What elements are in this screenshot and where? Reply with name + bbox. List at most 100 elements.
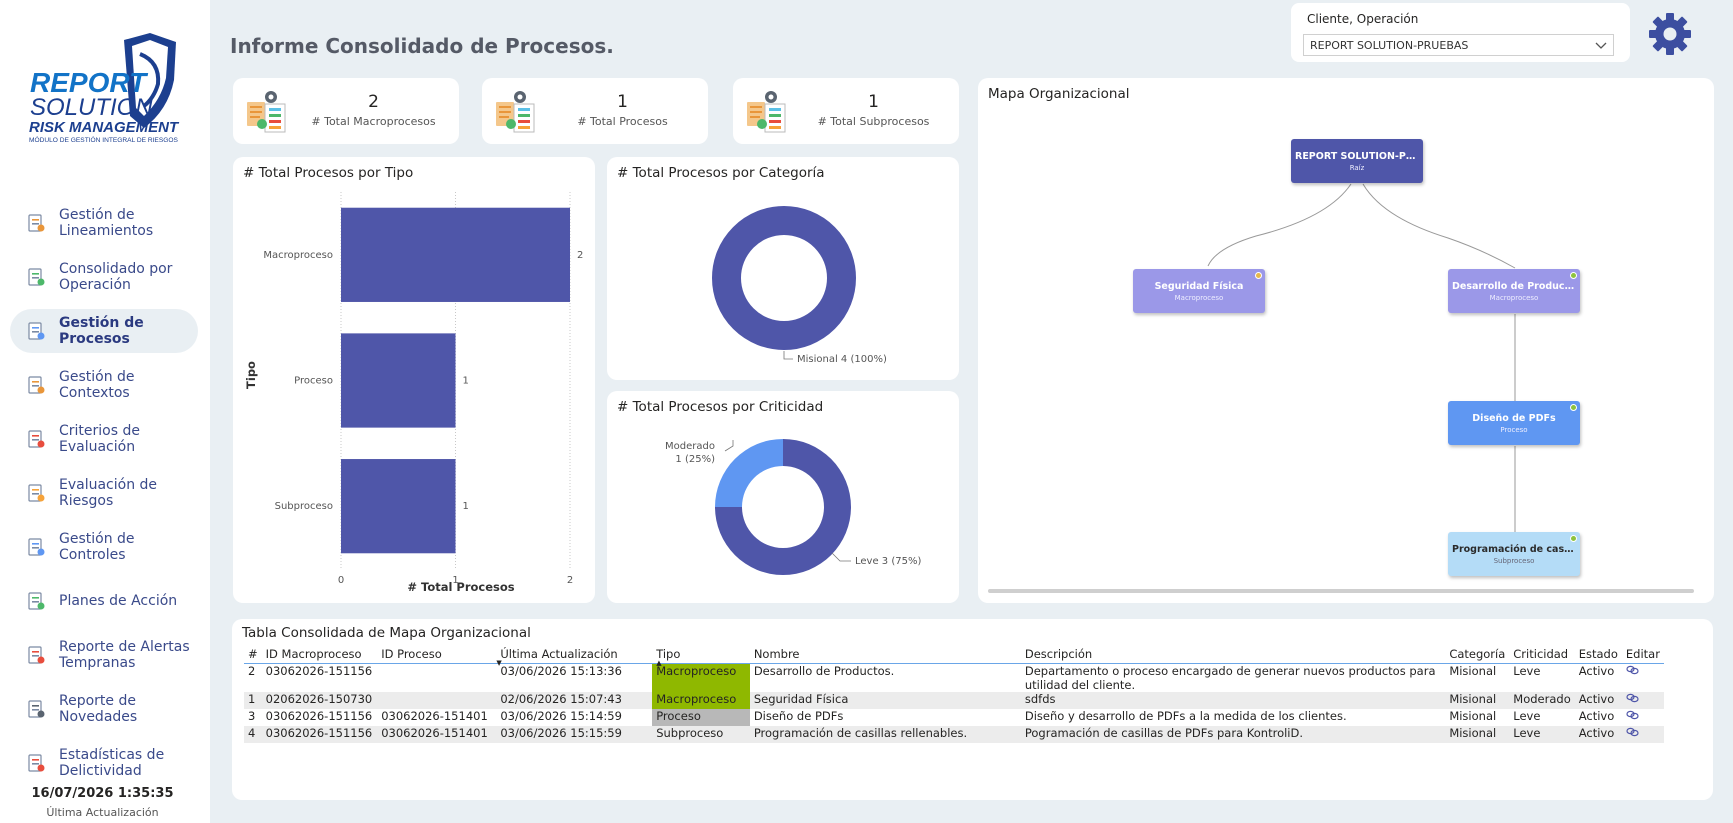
table-cell: 03062026-151156 (265, 663, 373, 678)
checklist-icon (28, 430, 45, 448)
x-axis-title: # Total Procesos (407, 580, 514, 594)
col-header-nombre[interactable]: Nombre (749, 646, 1021, 664)
table-row[interactable]: 1 02062026-150730 02/06/2026 15:07:43 Macro… (244, 691, 1664, 709)
table-cell: Leve (1509, 725, 1575, 743)
table-cell: Activo (1578, 708, 1615, 723)
status-dot (1570, 535, 1577, 542)
chart-card-tipo: # Total Procesos por Tipo 0 1 2 Macroproces… (233, 157, 595, 603)
bar-data-label: 2 (577, 250, 583, 261)
org-node-programacion-casillas[interactable]: Programación de casillas r... Subproceso (1448, 532, 1580, 576)
client-dropdown[interactable]: REPORT SOLUTION-PRUEBAS (1303, 34, 1614, 56)
org-node-subtitle: Subproceso (1493, 557, 1535, 565)
col-header-editar[interactable]: Editar (1621, 646, 1664, 664)
table-cell: 2 (248, 663, 256, 678)
sidebar-item-2[interactable]: Consolidado por Operación (10, 255, 198, 299)
leader-line (831, 552, 851, 562)
bar-macroproceso (341, 207, 570, 302)
col-header-id-proceso[interactable]: ID Proceso (377, 646, 497, 664)
status-dot (1570, 404, 1577, 411)
col-header-criticidad[interactable]: Criticidad (1509, 646, 1575, 664)
document-list-icon (28, 214, 45, 232)
table-cell: 03062026-151156 (261, 725, 378, 743)
donut-chart-criticidad: Leve 3 (75%) Moderado 1 (25%) (665, 439, 921, 575)
sidebar-item-1[interactable]: Gestión de Lineamientos (10, 201, 198, 245)
sidebar-item-label: Reporte de Alertas Tempranas (59, 639, 190, 671)
sidebar-item-6[interactable]: Evaluación de Riesgos (10, 471, 198, 515)
sidebar-item-5[interactable]: Criterios de Evaluación (10, 417, 198, 461)
client-filter: Cliente, Operación REPORT SOLUTION-PRUEB… (1291, 3, 1630, 62)
org-map-scrollbar (988, 589, 1694, 593)
col-header-tipo[interactable]: Tipo ▲ (652, 646, 750, 667)
donut-slice-misional (712, 206, 856, 350)
x-tick-label: 0 (338, 575, 344, 586)
leader-line (783, 351, 793, 360)
table-cell: 02/06/2026 15:07:43 (496, 691, 653, 709)
sidebar-item-3[interactable]: Gestión de Procesos (10, 309, 198, 353)
edit-link-icon[interactable] (1626, 693, 1639, 703)
edit-link-icon[interactable] (1626, 727, 1639, 737)
edit-cell[interactable] (1621, 691, 1664, 709)
bar-subproceso (341, 459, 456, 554)
sidebar-item-8[interactable]: Planes de Acción (10, 579, 198, 623)
table-row[interactable]: 4 03062026-151156 03062026-151401 03/06/202… (244, 725, 1664, 743)
table-cell: Pogramación de casillas de PDFs para Kon… (1020, 725, 1446, 743)
y-tick-label: Subproceso (275, 501, 333, 512)
edit-cell[interactable] (1622, 709, 1664, 726)
table-cell: Misional (1449, 663, 1497, 678)
table-cell: 02062026-150730 (261, 691, 378, 709)
kpi-label: # Total Subprocesos (817, 115, 930, 128)
process-documents-icon (247, 91, 286, 133)
gear-icon[interactable] (1648, 12, 1692, 56)
org-node-desarrollo-productos[interactable]: Desarrollo de Productos. Macroproceso (1448, 269, 1580, 313)
col-header-estado[interactable]: Estado (1574, 646, 1622, 664)
sidebar-item-7[interactable]: Gestión de Controles (10, 525, 198, 569)
org-node-seguridad-fisica[interactable]: Seguridad Física Macroproceso (1133, 269, 1265, 313)
last-update-label: Última Actualización (46, 806, 159, 819)
col-header-number[interactable]: # (244, 646, 262, 664)
sidebar-item-11[interactable]: Estadísticas de Delictividad (10, 741, 198, 785)
leader-line (724, 440, 734, 452)
context-icon (28, 376, 45, 394)
table-cell: Seguridad Física (749, 691, 1021, 709)
chart-card-criticidad: # Total Procesos por Criticidad Leve 3 (… (607, 391, 959, 603)
edit-cell[interactable] (1621, 725, 1664, 743)
org-node-diseno-pdfs[interactable]: Diseño de PDFs Proceso (1448, 401, 1580, 445)
process-documents-icon (747, 91, 786, 133)
col-header-ultima-actualizacion[interactable]: Última Actualización ▼ (496, 646, 653, 667)
edit-link-icon[interactable] (1626, 710, 1639, 720)
table-row[interactable]: 2 03062026-151156 03/06/2026 15:13:36 Macro… (244, 663, 1664, 692)
sidebar-item-label: Gestión de Lineamientos (59, 207, 154, 239)
sidebar-item-9[interactable]: Reporte de Alertas Tempranas (10, 633, 198, 677)
sidebar-item-label: Gestión de Contextos (59, 369, 135, 401)
table-cell: Leve (1513, 708, 1541, 723)
col-header-label: Última Actualización (500, 647, 618, 662)
sidebar-item-10[interactable]: Reporte de Novedades (10, 687, 198, 731)
kpi-value: 2 (368, 92, 379, 112)
org-node-root[interactable]: REPORT SOLUTION-PRUE... Raíz (1291, 139, 1423, 183)
bar-data-label: 1 (463, 501, 469, 512)
chart-title: # Total Procesos por Categoría (617, 165, 825, 181)
sidebar-item-4[interactable]: Gestión de Contextos (10, 363, 198, 407)
table-cell: 1 (244, 691, 262, 709)
col-header-descripcion[interactable]: Descripción (1020, 646, 1446, 664)
chart-title: # Total Procesos por Tipo (243, 165, 414, 181)
table-row[interactable]: 3 03062026-151156 03062026-151401 03/06/202… (244, 708, 1664, 726)
donut-data-label: Misional 4 (100%) (797, 354, 887, 365)
table-cell (377, 663, 496, 692)
kpi-value: 1 (868, 92, 879, 112)
org-map-card: Mapa Organizacional REPORT SOLUTION-PRUE… (978, 78, 1714, 603)
report-solution-logo: REPORT SOLUTION RISK MANAGEMENT MÓDULO D… (28, 32, 190, 152)
table-cell: Activo (1574, 691, 1622, 709)
col-header-categoria[interactable]: Categoría (1445, 646, 1510, 664)
edit-link-icon[interactable] (1626, 665, 1639, 675)
sort-desc-icon: ▼ (496, 658, 502, 667)
table-cell: Misional (1445, 691, 1510, 709)
edit-cell[interactable] (1622, 663, 1664, 692)
col-header-id-macroproceso[interactable]: ID Macroproceso (261, 646, 378, 664)
org-node-title: Diseño de PDFs (1472, 413, 1556, 424)
x-tick-label: 2 (567, 575, 573, 586)
donut-slice-leve (715, 439, 851, 575)
client-filter-label: Cliente, Operación (1307, 12, 1419, 26)
y-tick-label: Macroproceso (263, 250, 333, 261)
